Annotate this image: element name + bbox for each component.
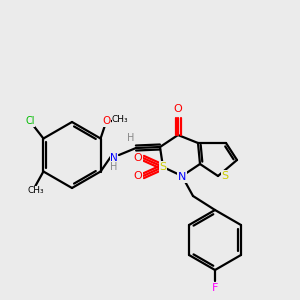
Text: F: F <box>212 283 218 293</box>
Text: CH₃: CH₃ <box>112 115 129 124</box>
Text: O: O <box>102 116 110 126</box>
Text: S: S <box>159 162 167 172</box>
Text: N: N <box>110 153 118 163</box>
Text: Cl: Cl <box>25 116 35 126</box>
Text: H: H <box>127 133 135 143</box>
Text: N: N <box>178 172 186 182</box>
Text: H: H <box>110 162 118 172</box>
Text: O: O <box>174 104 182 114</box>
Text: O: O <box>134 153 142 163</box>
Text: S: S <box>221 171 229 181</box>
Text: CH₃: CH₃ <box>27 187 44 196</box>
Text: O: O <box>134 171 142 181</box>
